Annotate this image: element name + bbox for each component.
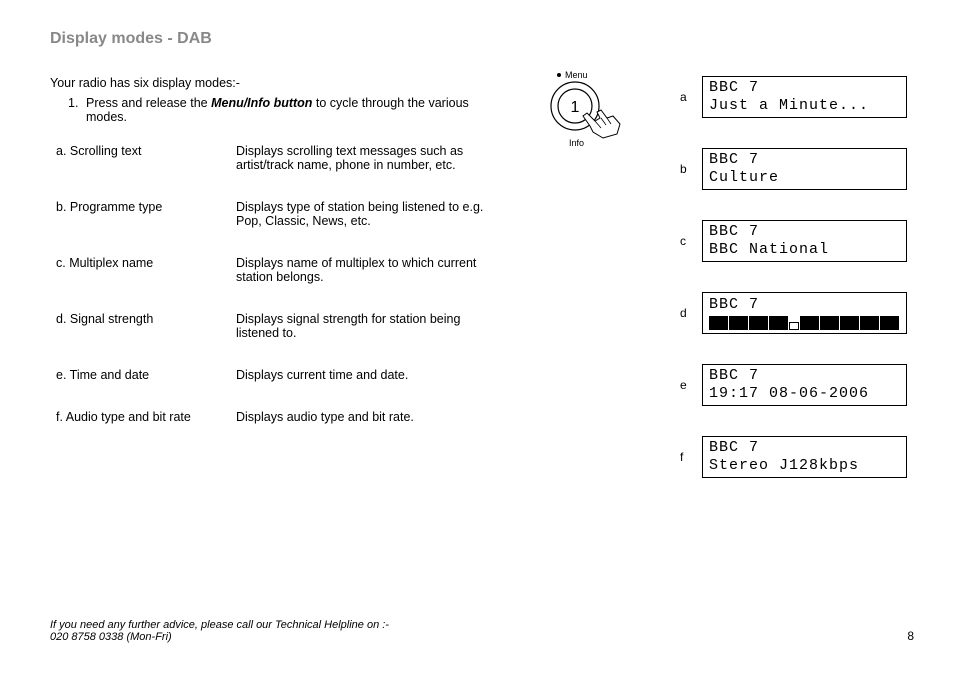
- signal-filled-seg: [709, 316, 728, 330]
- mode-row: d. Signal strength Displays signal stren…: [50, 312, 490, 340]
- signal-filled-seg: [729, 316, 748, 330]
- lcd-letter: e: [680, 378, 702, 392]
- button-diagram: Menu 1 Info: [535, 76, 635, 176]
- lcd-letter: a: [680, 90, 702, 104]
- step-1: 1. Press and release the Menu/Info butto…: [50, 96, 490, 124]
- menu-dot-icon: [557, 73, 561, 77]
- signal-strength-bar: [709, 314, 899, 330]
- lcd-line1: BBC 7: [709, 296, 900, 314]
- mode-desc: Displays type of station being listened …: [236, 200, 490, 228]
- mode-label: d. Signal strength: [56, 312, 236, 340]
- lcd-display: BBC 7 BBC National: [702, 220, 907, 262]
- mode-row: e. Time and date Displays current time a…: [50, 368, 490, 382]
- lcd-row-c: c BBC 7 BBC National: [680, 220, 914, 262]
- signal-marker: [789, 322, 799, 330]
- lcd-letter: d: [680, 306, 702, 320]
- mode-desc: Displays signal strength for station bei…: [236, 312, 490, 340]
- footer-help: If you need any further advice, please c…: [50, 619, 389, 643]
- button-number: 1: [571, 99, 580, 116]
- signal-filled-seg: [880, 316, 899, 330]
- step-text: Press and release the Menu/Info button t…: [86, 96, 490, 124]
- hand-press-icon: 1: [535, 76, 635, 156]
- lcd-line1: BBC 7: [709, 79, 900, 97]
- lcd-letter: c: [680, 234, 702, 248]
- lcd-display: BBC 7 Culture: [702, 148, 907, 190]
- step-number: 1.: [68, 96, 86, 124]
- page-number: 8: [907, 629, 914, 643]
- mode-desc: Displays name of multiplex to which curr…: [236, 256, 490, 284]
- lcd-display: BBC 7: [702, 292, 907, 334]
- lcd-row-f: f BBC 7 Stereo J128kbps: [680, 436, 914, 478]
- mode-desc: Displays scrolling text messages such as…: [236, 144, 490, 172]
- mode-desc: Displays audio type and bit rate.: [236, 410, 490, 424]
- lcd-line1: BBC 7: [709, 439, 900, 457]
- page-title: Display modes - DAB: [50, 30, 914, 48]
- right-column: a BBC 7 Just a Minute... b BBC 7 Culture…: [680, 76, 914, 508]
- signal-filled-seg: [820, 316, 839, 330]
- info-label: Info: [569, 138, 584, 148]
- left-column: Your radio has six display modes:- 1. Pr…: [50, 76, 490, 508]
- footer: If you need any further advice, please c…: [50, 619, 914, 643]
- lcd-line1: BBC 7: [709, 367, 900, 385]
- menu-label: Menu: [565, 70, 588, 80]
- diagram-column: Menu 1 Info: [520, 76, 650, 508]
- lcd-line1: BBC 7: [709, 223, 900, 241]
- step-pre: Press and release the: [86, 96, 211, 110]
- signal-filled-seg: [840, 316, 859, 330]
- mode-row: c. Multiplex name Displays name of multi…: [50, 256, 490, 284]
- signal-filled-seg: [860, 316, 879, 330]
- footer-line2: 020 8758 0338 (Mon-Fri): [50, 631, 389, 643]
- lcd-display: BBC 7 Just a Minute...: [702, 76, 907, 118]
- lcd-display: BBC 7 Stereo J128kbps: [702, 436, 907, 478]
- lcd-row-b: b BBC 7 Culture: [680, 148, 914, 190]
- lcd-row-d: d BBC 7: [680, 292, 914, 334]
- mode-label: f. Audio type and bit rate: [56, 410, 236, 424]
- lcd-line2: 19:17 08-06-2006: [709, 385, 900, 403]
- mode-row: f. Audio type and bit rate Displays audi…: [50, 410, 490, 424]
- lcd-row-a: a BBC 7 Just a Minute...: [680, 76, 914, 118]
- lcd-row-e: e BBC 7 19:17 08-06-2006: [680, 364, 914, 406]
- lcd-line2: BBC National: [709, 241, 900, 259]
- mode-label: e. Time and date: [56, 368, 236, 382]
- mode-label: c. Multiplex name: [56, 256, 236, 284]
- lcd-line1: BBC 7: [709, 151, 900, 169]
- mode-row: b. Programme type Displays type of stati…: [50, 200, 490, 228]
- lcd-line2: Culture: [709, 169, 900, 187]
- signal-filled-seg: [769, 316, 788, 330]
- lcd-line2: Stereo J128kbps: [709, 457, 900, 475]
- lcd-display: BBC 7 19:17 08-06-2006: [702, 364, 907, 406]
- footer-line1: If you need any further advice, please c…: [50, 619, 389, 631]
- modes-table: a. Scrolling text Displays scrolling tex…: [50, 144, 490, 424]
- main-layout: Your radio has six display modes:- 1. Pr…: [50, 76, 914, 508]
- signal-filled-seg: [749, 316, 768, 330]
- lcd-letter: b: [680, 162, 702, 176]
- mode-desc: Displays current time and date.: [236, 368, 490, 382]
- lcd-letter: f: [680, 450, 702, 464]
- mode-label: a. Scrolling text: [56, 144, 236, 172]
- mode-label: b. Programme type: [56, 200, 236, 228]
- mode-row: a. Scrolling text Displays scrolling tex…: [50, 144, 490, 172]
- intro-text: Your radio has six display modes:-: [50, 76, 490, 90]
- lcd-line2: Just a Minute...: [709, 97, 900, 115]
- step-bold: Menu/Info button: [211, 96, 312, 110]
- signal-filled-seg: [800, 316, 819, 330]
